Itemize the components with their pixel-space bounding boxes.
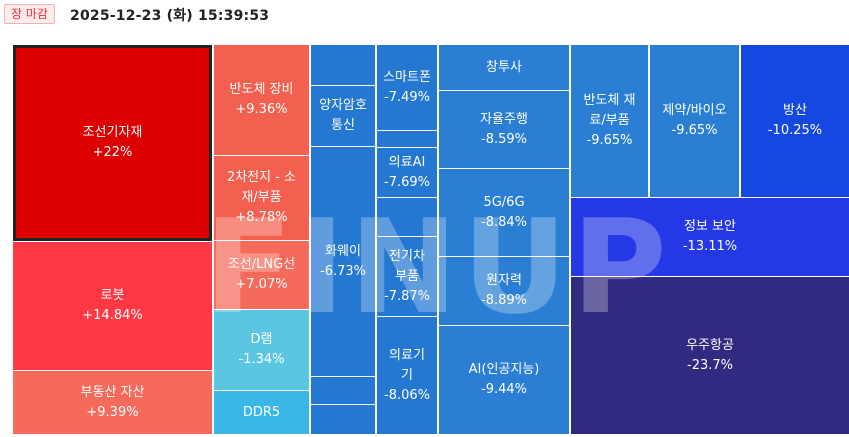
tile-change: +9.36%	[235, 102, 288, 117]
tile-dram[interactable]: D램 -1.34%	[214, 310, 309, 390]
tile-name: 정보 보안	[684, 219, 736, 234]
tile-huawei[interactable]: 화웨이 -6.73%	[311, 147, 375, 376]
tile-name: 5G/6G	[483, 194, 525, 210]
tile-name: 양자암호통신	[319, 98, 367, 133]
tile-blank[interactable]	[377, 198, 437, 236]
header-bar: 장 마감 2025-12-23 (화) 15:39:53	[0, 0, 849, 30]
tile-name: 조선기자재	[82, 125, 143, 140]
tile-change: -23.7%	[687, 357, 733, 373]
tile-change: -8.59%	[481, 131, 527, 147]
tile-change: +22%	[92, 145, 133, 160]
tile-change: -8.89%	[481, 293, 527, 308]
tile-name: 의료AI	[388, 154, 426, 170]
tile-name: 제약/바이오	[662, 103, 727, 118]
tile-name: 반도체 장비	[229, 82, 294, 97]
tile-name: 스마트폰	[383, 69, 431, 85]
tile-smartphone[interactable]: 스마트폰 -7.49%	[377, 45, 437, 130]
tile-medical-ai[interactable]: 의료AI -7.69%	[377, 148, 437, 197]
tile-medical-device[interactable]: 의료기기 -8.06%	[377, 317, 437, 434]
tile-battery-materials[interactable]: 2차전지 - 소재/부품 +8.78%	[214, 156, 309, 240]
tile-name: 전기차 부품	[389, 248, 425, 284]
tile-name: 창투사	[486, 59, 522, 75]
tile-name: 반도체 재료/부품	[583, 93, 636, 128]
timestamp: 2025-12-23 (화) 15:39:53	[70, 8, 270, 24]
tile-name: 로봇	[100, 288, 125, 303]
tile-name: D램	[250, 332, 273, 347]
tile-change: -6.73%	[320, 263, 366, 279]
tile-change: +14.84%	[82, 308, 143, 323]
tile-name: 2차전지 - 소재/부품	[226, 170, 297, 205]
tile-name: 방산	[783, 103, 807, 118]
tile-change: +9.39%	[86, 404, 139, 420]
tile-information-security[interactable]: 정보 보안 -13.11%	[571, 198, 849, 276]
tile-name: 우주항공	[686, 337, 734, 353]
tile-change: -9.44%	[481, 382, 527, 397]
tile-5g-6g[interactable]: 5G/6G -8.84%	[439, 169, 569, 256]
sector-treemap: 조선기자재 +22% 로봇 +14.84% 부동산 자산 +9.39% 반도체 …	[11, 42, 849, 436]
tile-defense[interactable]: 방산 -10.25%	[741, 45, 849, 197]
tile-name: 자율주행	[480, 111, 528, 127]
tile-real-estate[interactable]: 부동산 자산 +9.39%	[13, 371, 212, 434]
tile-lng-ship[interactable]: 조선/LNG선 +7.07%	[214, 241, 309, 309]
tile-pharma-bio[interactable]: 제약/바이오 -9.65%	[650, 45, 739, 197]
tile-change: -7.49%	[384, 89, 430, 105]
tile-change: -7.69%	[384, 174, 430, 190]
tile-change: -8.84%	[481, 214, 527, 230]
tile-name: 부동산 자산	[80, 384, 145, 400]
tile-change: -8.06%	[384, 387, 430, 403]
tile-change: -7.87%	[384, 288, 430, 304]
tile-blank[interactable]	[311, 377, 375, 404]
tile-autonomous-driving[interactable]: 자율주행 -8.59%	[439, 91, 569, 168]
tile-robot[interactable]: 로봇 +14.84%	[13, 242, 212, 370]
tile-semiconductor-equipment[interactable]: 반도체 장비 +9.36%	[214, 45, 309, 155]
tile-quantum-crypto[interactable]: 양자암호통신	[311, 86, 375, 146]
tile-name: AI(인공지능)	[468, 362, 540, 377]
tile-name: 조선/LNG선	[227, 257, 296, 272]
tile-ddr5[interactable]: DDR5	[214, 391, 309, 434]
tile-change: +8.78%	[235, 210, 288, 225]
tile-name: 의료기기	[389, 347, 425, 383]
tile-name: 원자력	[486, 273, 522, 288]
tile-aerospace[interactable]: 우주항공 -23.7%	[571, 277, 849, 434]
tile-nuclear[interactable]: 원자력 -8.89%	[439, 257, 569, 325]
tile-blank[interactable]	[311, 45, 375, 85]
tile-name: 화웨이	[325, 243, 361, 259]
tile-blank[interactable]	[377, 131, 437, 147]
tile-semiconductor-materials[interactable]: 반도체 재료/부품 -9.65%	[571, 45, 648, 197]
tile-change: -10.25%	[767, 123, 823, 138]
tile-change: -13.11%	[682, 239, 738, 254]
tile-shipbuilding-equipment[interactable]: 조선기자재 +22%	[13, 45, 212, 241]
tile-venture-capital[interactable]: 창투사	[439, 45, 569, 90]
market-status-badge: 장 마감	[4, 4, 55, 24]
tile-ev-parts[interactable]: 전기차 부품 -7.87%	[377, 237, 437, 316]
tile-change: -9.65%	[671, 123, 718, 138]
tile-name: DDR5	[242, 404, 281, 420]
tile-blank[interactable]	[311, 405, 375, 434]
tile-change: -1.34%	[238, 352, 285, 367]
tile-change: -9.65%	[586, 133, 633, 148]
tile-ai[interactable]: AI(인공지능) -9.44%	[439, 326, 569, 434]
tile-change: +7.07%	[235, 277, 288, 292]
